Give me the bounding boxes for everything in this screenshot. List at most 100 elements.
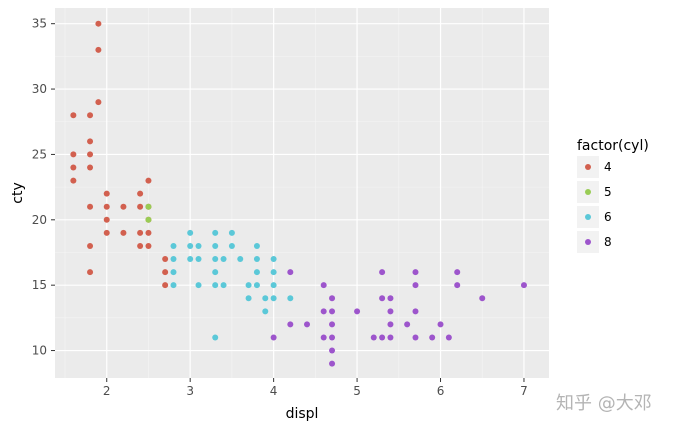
- data-point-cyl-6: [187, 256, 194, 263]
- data-point-cyl-5: [145, 203, 152, 210]
- data-point-cyl-8: [304, 321, 311, 328]
- data-point-cyl-6: [245, 295, 252, 302]
- data-point-cyl-4: [120, 203, 127, 210]
- data-point-cyl-8: [387, 295, 394, 302]
- data-point-cyl-4: [70, 164, 77, 171]
- data-point-cyl-4: [70, 177, 77, 184]
- data-point-cyl-8: [412, 269, 419, 276]
- data-point-cyl-4: [162, 256, 169, 263]
- data-point-cyl-4: [145, 229, 152, 236]
- data-point-cyl-4: [87, 164, 94, 171]
- data-point-cyl-6: [187, 229, 194, 236]
- data-point-cyl-6: [195, 256, 202, 263]
- data-point-cyl-8: [287, 269, 294, 276]
- data-point-cyl-4: [70, 151, 77, 158]
- data-point-cyl-8: [379, 295, 386, 302]
- axis-ticks: [51, 23, 525, 382]
- data-point-cyl-8: [387, 321, 394, 328]
- data-point-cyl-8: [320, 334, 327, 341]
- data-point-cyl-4: [145, 177, 152, 184]
- legend-marker: [585, 239, 591, 245]
- legend-title: factor(cyl): [577, 138, 649, 154]
- y-tick-label: 25: [32, 147, 47, 161]
- y-tick-label: 20: [32, 213, 47, 227]
- data-point-cyl-6: [228, 242, 235, 249]
- data-point-cyl-6: [270, 269, 277, 276]
- x-axis-title: displ: [286, 406, 319, 422]
- data-point-cyl-8: [454, 282, 461, 289]
- data-point-cyl-4: [103, 216, 110, 223]
- data-point-cyl-6: [262, 308, 269, 315]
- data-point-cyl-6: [270, 282, 277, 289]
- data-point-cyl-8: [379, 269, 386, 276]
- data-point-cyl-4: [137, 229, 144, 236]
- data-point-cyl-4: [87, 151, 94, 158]
- y-tick-label: 10: [32, 344, 47, 358]
- data-point-cyl-8: [429, 334, 436, 341]
- data-point-cyl-8: [520, 282, 527, 289]
- data-point-cyl-4: [87, 138, 94, 145]
- data-point-cyl-8: [270, 334, 277, 341]
- data-point-cyl-8: [329, 360, 336, 367]
- data-point-cyl-8: [287, 321, 294, 328]
- data-point-cyl-6: [212, 334, 219, 341]
- x-tick-label: 7: [520, 384, 528, 398]
- data-point-cyl-6: [220, 282, 227, 289]
- data-point-cyl-6: [212, 229, 219, 236]
- data-point-cyl-8: [379, 334, 386, 341]
- plot-panel: [55, 8, 549, 378]
- data-point-cyl-8: [329, 321, 336, 328]
- x-tick-label: 4: [270, 384, 278, 398]
- data-point-cyl-4: [137, 203, 144, 210]
- data-point-cyl-4: [87, 269, 94, 276]
- legend-marker: [585, 164, 591, 170]
- data-point-cyl-4: [70, 112, 77, 119]
- data-point-cyl-6: [228, 229, 235, 236]
- y-tick-label: 35: [32, 17, 47, 31]
- data-point-cyl-6: [237, 256, 244, 263]
- data-point-cyl-8: [404, 321, 411, 328]
- data-point-cyl-6: [195, 242, 202, 249]
- data-point-cyl-8: [412, 308, 419, 315]
- data-point-cyl-4: [87, 242, 94, 249]
- data-point-cyl-6: [245, 282, 252, 289]
- legend-items: 4 5 6 8: [577, 156, 612, 253]
- data-point-cyl-6: [170, 256, 177, 263]
- x-tick-label: 3: [186, 384, 194, 398]
- data-point-cyl-4: [137, 190, 144, 197]
- data-point-cyl-8: [329, 295, 336, 302]
- legend-marker: [585, 189, 591, 195]
- data-point-cyl-8: [387, 308, 394, 315]
- data-point-cyl-4: [103, 190, 110, 197]
- data-point-cyl-6: [287, 295, 294, 302]
- data-point-cyl-8: [354, 308, 361, 315]
- legend: factor(cyl) 4 5 6 8: [577, 138, 649, 253]
- x-tick-label: 6: [437, 384, 445, 398]
- data-point-cyl-6: [220, 256, 227, 263]
- data-point-cyl-6: [253, 282, 260, 289]
- data-point-cyl-4: [95, 99, 102, 106]
- data-point-cyl-8: [387, 334, 394, 341]
- data-point-cyl-4: [87, 203, 94, 210]
- data-point-cyl-8: [412, 282, 419, 289]
- legend-label: 4: [604, 160, 612, 174]
- data-point-cyl-4: [95, 20, 102, 27]
- x-axis-tick-labels: 2 3 4 5 6 7: [103, 384, 528, 398]
- data-points: [70, 20, 527, 367]
- data-point-cyl-8: [329, 308, 336, 315]
- data-point-cyl-8: [320, 282, 327, 289]
- data-point-cyl-4: [162, 269, 169, 276]
- data-point-cyl-4: [137, 242, 144, 249]
- y-tick-label: 15: [32, 278, 47, 292]
- data-point-cyl-4: [103, 203, 110, 210]
- data-point-cyl-6: [262, 295, 269, 302]
- y-tick-label: 30: [32, 82, 47, 96]
- data-point-cyl-8: [329, 334, 336, 341]
- data-point-cyl-6: [170, 282, 177, 289]
- data-point-cyl-8: [445, 334, 452, 341]
- data-point-cyl-6: [212, 256, 219, 263]
- data-point-cyl-4: [120, 229, 127, 236]
- data-point-cyl-5: [145, 216, 152, 223]
- data-point-cyl-8: [320, 308, 327, 315]
